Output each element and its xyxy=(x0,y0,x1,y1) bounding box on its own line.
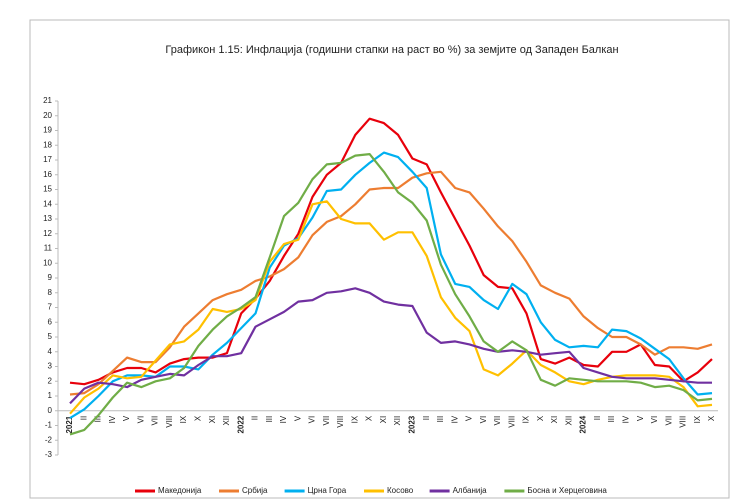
y-tick-label: 2 xyxy=(48,376,53,385)
y-tick-label: 7 xyxy=(48,303,53,312)
x-tick-label: VI xyxy=(308,416,317,424)
series-line xyxy=(69,200,713,415)
y-tick-label: 20 xyxy=(43,111,52,120)
y-tick-label: 14 xyxy=(43,199,52,208)
x-tick-label: 2021 xyxy=(65,415,74,433)
y-tick-label: 12 xyxy=(43,229,52,238)
legend-label: Србија xyxy=(242,486,268,495)
y-tick-label: 9 xyxy=(48,273,53,282)
x-tick-label: XI xyxy=(550,416,559,424)
x-tick-label: II xyxy=(593,416,602,420)
y-tick-label: 15 xyxy=(43,185,52,194)
x-tick-label: V xyxy=(293,415,302,421)
x-tick-label: VII xyxy=(664,416,673,426)
x-tick-label: III xyxy=(94,416,103,423)
y-tick-label: 8 xyxy=(48,288,53,297)
x-tick-label: 2022 xyxy=(236,415,245,433)
y-tick-label: 0 xyxy=(48,406,53,415)
x-tick-label: X xyxy=(365,415,374,421)
legend-label: Албанија xyxy=(453,486,488,495)
series-line xyxy=(69,287,712,405)
chart-title: Графикон 1.15: Инфлација (годишни стапки… xyxy=(165,44,618,56)
x-tick-label: III xyxy=(265,416,274,423)
y-tick-label: 16 xyxy=(43,170,52,179)
y-tick-label: 19 xyxy=(43,126,52,135)
y-tick-label: 21 xyxy=(43,96,52,105)
y-tick-label: 5 xyxy=(48,332,53,341)
x-tick-label: V xyxy=(122,415,131,421)
y-tick-label: 17 xyxy=(43,155,52,164)
chart-frame xyxy=(29,19,730,499)
x-tick-label: X xyxy=(707,415,716,421)
y-tick-label: 1 xyxy=(48,391,53,400)
x-tick-label: VIII xyxy=(336,416,345,428)
legend-label: Босна и Херцеговина xyxy=(527,486,607,495)
x-tick-label: XI xyxy=(208,416,217,424)
x-tick-label: XII xyxy=(393,416,402,426)
y-tick-label: -1 xyxy=(45,421,53,430)
y-tick-label: 4 xyxy=(48,347,53,356)
y-tick-label: -3 xyxy=(45,450,53,459)
y-tick-label: 6 xyxy=(48,317,53,326)
x-tick-label: IX xyxy=(179,415,188,423)
x-tick-label: VIII xyxy=(679,416,688,428)
x-tick-label: XI xyxy=(379,416,388,424)
x-tick-label: V xyxy=(465,415,474,421)
legend-label: Црна Гора xyxy=(308,486,347,495)
x-tick-label: IV xyxy=(450,415,459,423)
y-tick-label: 3 xyxy=(48,362,53,371)
x-tick-label: VII xyxy=(493,416,502,426)
legend-label: Македонија xyxy=(158,486,202,495)
x-tick-label: II xyxy=(251,416,260,420)
x-tick-label: IV xyxy=(108,415,117,423)
x-tick-label: 2023 xyxy=(408,415,417,433)
y-tick-label: 11 xyxy=(44,244,53,253)
x-tick-label: VI xyxy=(479,416,488,424)
x-tick-label: X xyxy=(194,415,203,421)
y-tick-label: -2 xyxy=(45,435,53,444)
series-line xyxy=(69,151,713,420)
x-tick-label: IX xyxy=(693,415,702,423)
legend-label: Косово xyxy=(387,486,414,495)
x-tick-label: VII xyxy=(151,416,160,426)
x-tick-label: VII xyxy=(322,416,331,426)
series-line xyxy=(69,170,713,396)
y-tick-label: 10 xyxy=(43,258,52,267)
y-tick-label: 13 xyxy=(43,214,52,223)
x-tick-label: XII xyxy=(564,416,573,426)
x-tick-label: IV xyxy=(622,415,631,423)
x-tick-label: IX xyxy=(350,415,359,423)
x-tick-label: VIII xyxy=(507,416,516,428)
x-tick-label: X xyxy=(536,415,545,421)
x-tick-label: IX xyxy=(522,415,531,423)
x-tick-label: XII xyxy=(222,416,231,426)
series-line xyxy=(69,153,713,436)
x-tick-label: II xyxy=(422,416,431,420)
x-tick-label: III xyxy=(607,416,616,423)
x-tick-label: 2024 xyxy=(579,415,588,433)
x-tick-label: IV xyxy=(279,415,288,423)
x-tick-label: VI xyxy=(136,416,145,424)
x-tick-label: II xyxy=(79,416,88,420)
y-tick-label: 18 xyxy=(43,140,52,149)
x-tick-label: III xyxy=(436,416,445,423)
x-tick-label: VIII xyxy=(165,416,174,428)
series-line xyxy=(69,117,713,386)
x-tick-label: V xyxy=(636,415,645,421)
x-tick-label: VI xyxy=(650,416,659,424)
